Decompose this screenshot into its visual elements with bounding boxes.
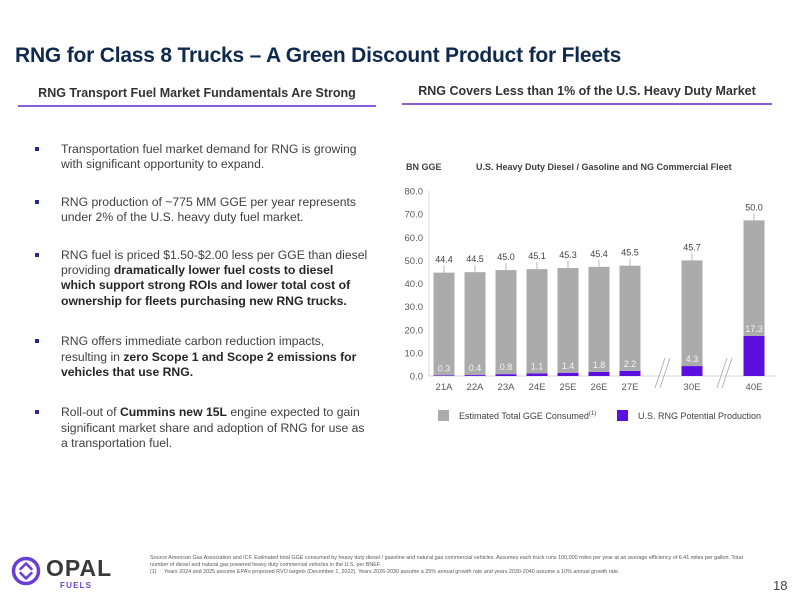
footnote: Source American Gas Association and ICF.… (150, 555, 760, 577)
y-tick-label: 30.0 (405, 302, 424, 313)
chart-unit-label: BN GGE (406, 162, 442, 172)
x-tick-label: 21A (436, 382, 454, 393)
bar-rng-23A (495, 374, 517, 376)
legend-label-rng: U.S. RNG Potential Production (638, 410, 762, 421)
data-label-rng: 17.3 (745, 324, 763, 334)
x-tick-label: 30E (684, 382, 701, 393)
y-tick-label: 40.0 (405, 279, 424, 290)
data-label-gge: 50.0 (745, 202, 763, 212)
legend-label-gge: Estimated Total GGE Consumed(1) (459, 410, 597, 421)
y-tick-label: 80.0 (405, 187, 424, 198)
bar-gge-26E (588, 266, 610, 372)
y-tick-label: 0.0 (410, 372, 423, 383)
axis-break-mark (654, 357, 666, 389)
bullet-item: Transportation fuel market demand for RN… (30, 142, 370, 173)
data-label-rng: 0.8 (500, 362, 513, 372)
data-label-rng: 1.4 (562, 361, 575, 371)
bar-gge-21A (433, 272, 455, 376)
bullet-item: Roll-out of Cummins new 15L engine expec… (30, 405, 370, 451)
data-label-rng: 0.3 (438, 363, 451, 373)
data-label-gge: 45.5 (621, 248, 639, 258)
axis-break-mark (716, 357, 728, 389)
right-section-heading: RNG Covers Less than 1% of the U.S. Heav… (402, 84, 772, 105)
legend-item-rng: U.S. RNG Potential Production (617, 410, 761, 421)
bar-rng-27E (619, 370, 641, 376)
bar-rng-21A (433, 375, 455, 376)
bullet-list: Transportation fuel market demand for RN… (30, 142, 370, 474)
data-label-gge: 45.7 (683, 242, 701, 252)
bar-gge-27E (619, 265, 641, 371)
logo-chevron-up-icon (19, 562, 33, 571)
x-tick-label: 27E (622, 382, 639, 393)
bar-gge-30E (681, 260, 703, 367)
x-tick-label: 22A (467, 382, 485, 393)
data-label-rng: 4.3 (686, 354, 699, 364)
legend-item-gge: Estimated Total GGE Consumed(1) (438, 410, 596, 421)
bullet-item: RNG fuel is priced $1.50-$2.00 less per … (30, 248, 370, 310)
y-tick-label: 70.0 (405, 210, 424, 221)
data-label-gge: 45.0 (497, 252, 515, 262)
data-label-gge: 45.4 (590, 249, 608, 259)
bullet-item: RNG offers immediate carbon reduction im… (30, 334, 370, 380)
y-tick-label: 10.0 (405, 348, 424, 359)
page-number: 18 (773, 578, 788, 593)
y-tick-label: 20.0 (405, 325, 424, 336)
source-note: Source American Gas Association and ICF.… (150, 555, 743, 569)
bar-rng-40E (743, 335, 765, 376)
data-label-rng: 1.1 (531, 361, 544, 371)
page-title: RNG for Class 8 Trucks – A Green Discoun… (15, 44, 622, 67)
legend-swatch-rng (617, 410, 628, 421)
x-tick-label: 23A (498, 382, 516, 393)
bar-gge-25E (557, 268, 579, 373)
bullet-item: RNG production of ~775 MM GGE per year r… (30, 195, 370, 226)
bar-rng-25E (557, 372, 579, 376)
bar-gge-24E (526, 269, 548, 374)
data-label-gge: 45.3 (559, 250, 577, 260)
y-tick-label: 50.0 (405, 256, 424, 267)
x-tick-label: 26E (591, 382, 608, 393)
bar-gge-22A (464, 272, 486, 376)
axis-break-mark (721, 357, 733, 389)
bar-gge-23A (495, 270, 517, 375)
data-label-gge: 45.1 (528, 251, 546, 261)
data-label-gge: 44.4 (435, 255, 453, 265)
bar-chart: 0.0 10.0 20.0 30.0 40.0 50.0 60.0 70.0 80.0 44.4 0… (405, 187, 777, 393)
y-tick-label: 60.0 (405, 233, 424, 244)
bar-rng-26E (588, 371, 610, 376)
x-tick-label: 24E (529, 382, 546, 393)
x-tick-label: 40E (746, 382, 763, 393)
axis-break-mark (659, 357, 671, 389)
bar-gge-40E (743, 220, 765, 336)
left-section-heading: RNG Transport Fuel Market Fundamentals A… (18, 86, 376, 107)
x-tick-label: 25E (560, 382, 577, 393)
data-label-gge: 44.5 (466, 254, 484, 264)
opal-fuels-logo: OPAL FUELS (11, 555, 112, 590)
data-label-rng: 0.4 (469, 363, 482, 373)
logo-subtext: FUELS (60, 581, 92, 590)
logo-chevron-down-icon (19, 571, 33, 580)
logo-ring-icon (11, 556, 41, 586)
data-label-rng: 1.8 (593, 360, 606, 370)
bar-rng-24E (526, 373, 548, 376)
logo-wordmark: OPAL (46, 555, 112, 581)
bar-rng-30E (681, 366, 703, 376)
chart-title: U.S. Heavy Duty Diesel / Gasoline and NG… (476, 162, 732, 172)
bar-rng-22A (464, 375, 486, 376)
footnote-1: (1) Years 2024 and 2025 assume EPA’s prop… (150, 569, 620, 576)
data-label-rng: 2.2 (624, 359, 637, 369)
legend-swatch-gge (438, 410, 449, 421)
